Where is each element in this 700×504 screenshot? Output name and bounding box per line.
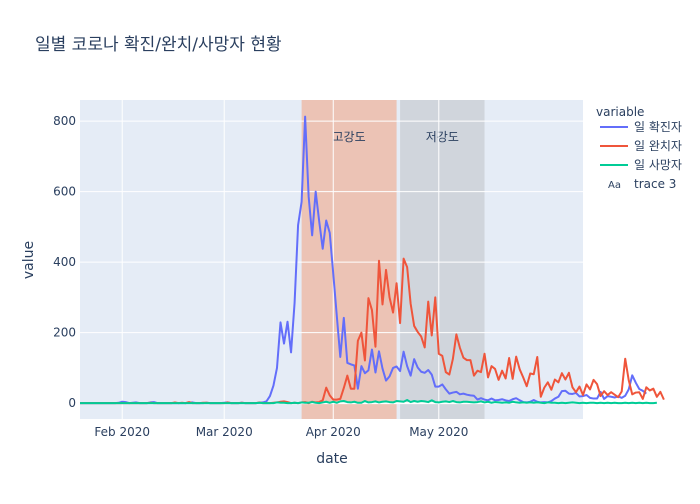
legend-item-2[interactable]: 일 완치자 — [600, 139, 682, 153]
region-label-2: 저강도 — [426, 130, 459, 144]
shaded-region-2 — [400, 100, 485, 419]
chart-title: 일별 코로나 확진/완치/사망자 현황 — [35, 35, 282, 55]
legend-item-3[interactable]: 일 사망자 — [600, 158, 682, 172]
legend-label: 일 사망자 — [634, 158, 682, 172]
x-tick-label: Apr 2020 — [306, 425, 361, 439]
x-tick-label: Feb 2020 — [94, 425, 150, 439]
legend-text-symbol: Aa — [608, 180, 621, 191]
y-tick-label: 200 — [53, 326, 76, 340]
series-line-3 — [80, 398, 657, 405]
region-label-1: 고강도 — [333, 130, 366, 144]
y-tick-label: 0 — [68, 396, 76, 410]
legend-label: trace 3 — [634, 177, 676, 191]
y-tick-label: 800 — [53, 114, 76, 128]
y-tick-label: 600 — [53, 185, 76, 199]
legend-label: 일 완치자 — [634, 139, 682, 153]
shaded-regions: 고강도 저강도 — [301, 100, 485, 419]
y-axis-label: value — [21, 241, 37, 279]
y-tick-label: 400 — [53, 255, 76, 269]
shaded-region-1 — [301, 100, 397, 419]
series-lines — [80, 115, 665, 405]
legend-item-1[interactable]: 일 확진자 — [600, 120, 682, 134]
legend-title: variable — [596, 105, 644, 119]
axis-ticks: 0 200 400 600 800 Feb 2020 Mar 2020 Apr 2020 May… — [53, 114, 468, 439]
x-tick-label: May 2020 — [409, 425, 468, 439]
x-tick-label: Mar 2020 — [196, 425, 253, 439]
legend-item-4[interactable]: Aa trace 3 — [608, 177, 676, 191]
legend-label: 일 확진자 — [634, 120, 682, 134]
x-axis-label: date — [316, 451, 348, 467]
